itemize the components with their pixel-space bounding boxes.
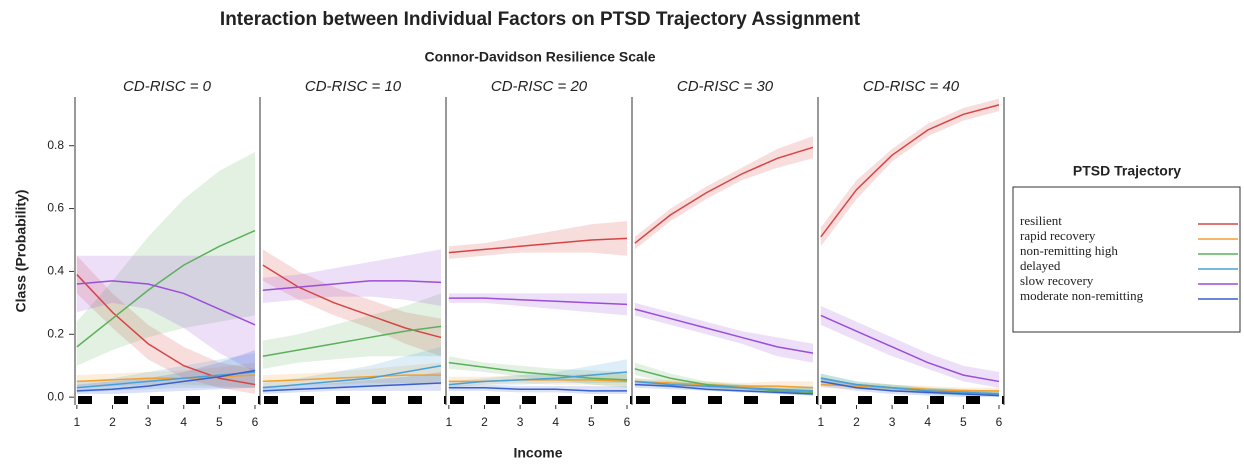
legend-label: rapid recovery (1020, 228, 1096, 243)
x-axis-label: Income (513, 445, 562, 461)
series-line (820, 380, 1000, 397)
x-tick-label: 3 (517, 415, 524, 429)
x-tick-label: 3 (145, 415, 152, 429)
legend-label: slow recovery (1020, 273, 1094, 288)
x-tick-label: 6 (624, 415, 631, 429)
facet-title: CD-RISC = 40 (863, 78, 960, 95)
chart-subtitle: Connor-Davidson Resilience Scale (424, 49, 655, 65)
legend-label: non-remitting high (1020, 243, 1118, 258)
facet-title: CD-RISC = 30 (677, 78, 774, 95)
confidence-band (262, 293, 442, 369)
series-line (634, 383, 814, 395)
confidence-band (820, 98, 1000, 247)
x-tick-label: 5 (588, 415, 595, 429)
legend-title: PTSD Trajectory (1073, 163, 1181, 179)
series-line (634, 308, 814, 354)
chart-title: Interaction between Individual Factors o… (220, 9, 861, 30)
confidence-band (448, 293, 628, 316)
confidence-band (76, 353, 256, 393)
series-line (820, 377, 1000, 395)
confidence-band (76, 362, 256, 388)
confidence-band (634, 136, 814, 250)
x-tick-label: 2 (109, 415, 116, 429)
series-line (76, 371, 256, 389)
facet-title: CD-RISC = 10 (305, 78, 402, 95)
y-tick-label: 0.4 (47, 264, 64, 278)
series-line (76, 369, 256, 392)
x-tick-label: 4 (180, 415, 187, 429)
series-line (634, 146, 814, 244)
x-tick-label: 1 (446, 415, 453, 429)
x-tick-label: 2 (481, 415, 488, 429)
series-line (634, 380, 814, 392)
x-tick-label: 4 (552, 415, 559, 429)
facet-title: CD-RISC = 0 (123, 78, 212, 95)
confidence-band (76, 350, 256, 394)
legend-label: resilient (1020, 213, 1062, 228)
confidence-band (76, 255, 256, 372)
series-line (634, 380, 814, 389)
series-line (76, 274, 256, 386)
legend-box (1012, 186, 1241, 333)
legend-label: delayed (1020, 258, 1061, 273)
x-tick-label: 1 (818, 415, 825, 429)
series-line (262, 280, 442, 292)
confidence-band (634, 362, 814, 396)
confidence-band (262, 362, 442, 388)
facet-title: CD-RISC = 20 (491, 78, 588, 95)
confidence-band (634, 378, 814, 391)
series-line (76, 280, 256, 326)
series-line (262, 264, 442, 339)
series-line (448, 297, 628, 306)
series-line (448, 386, 628, 392)
series-line (820, 104, 1000, 238)
series-line (448, 361, 628, 381)
series-line (820, 314, 1000, 383)
confidence-band (262, 249, 442, 357)
series-line (262, 374, 442, 383)
series-line (262, 382, 442, 392)
series-line (262, 325, 442, 358)
x-tick-label: 6 (252, 415, 259, 429)
x-tick-label: 3 (889, 415, 896, 429)
series-line (448, 237, 628, 254)
series-line (76, 374, 256, 383)
x-tick-label: 4 (924, 415, 931, 429)
series-line (76, 229, 256, 348)
y-tick-label: 0.0 (47, 389, 64, 403)
y-axis-label: Class (Probability) (13, 190, 29, 313)
legend-label: moderate non-remitting (1020, 288, 1144, 303)
series-line (448, 371, 628, 386)
series-line (820, 383, 1000, 392)
confidence-band (820, 306, 1000, 388)
series-line (634, 368, 814, 394)
x-tick-label: 5 (216, 415, 223, 429)
confidence-band (448, 221, 628, 259)
y-tick-label: 0.8 (47, 138, 64, 152)
x-tick-label: 2 (853, 415, 860, 429)
x-tick-label: 5 (960, 415, 967, 429)
y-tick-label: 0.6 (47, 201, 64, 215)
y-tick-label: 0.2 (47, 326, 64, 340)
x-tick-label: 6 (996, 415, 1003, 429)
confidence-band (76, 255, 256, 394)
x-tick-label: 1 (74, 415, 81, 429)
series-line (262, 364, 442, 389)
